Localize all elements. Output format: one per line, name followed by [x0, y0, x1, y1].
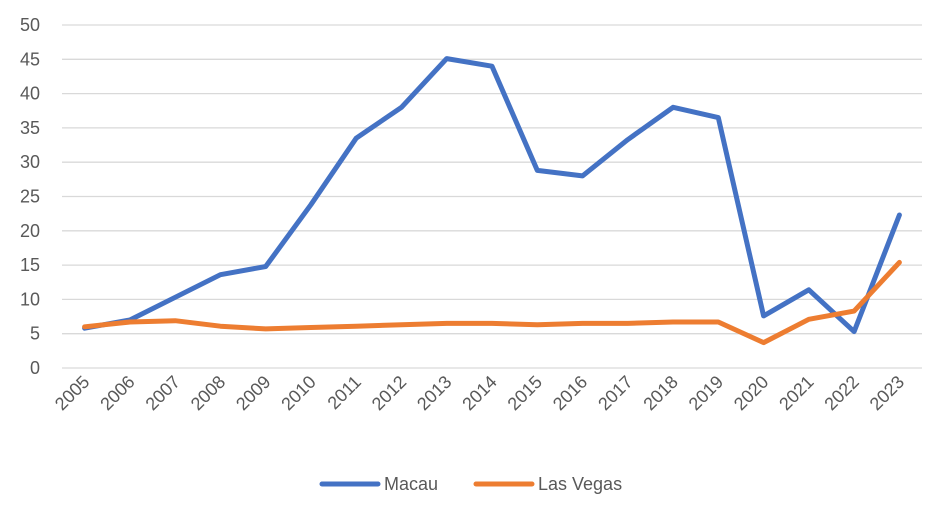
x-tick-label: 2014 — [458, 372, 500, 414]
x-tick-label: 2021 — [775, 372, 817, 414]
x-tick-label: 2016 — [549, 372, 591, 414]
x-tick-label: 2020 — [730, 372, 772, 414]
x-tick-label: 2005 — [51, 372, 93, 414]
x-tick-label: 2013 — [413, 372, 455, 414]
y-tick-label: 25 — [20, 187, 40, 207]
x-tick-label: 2012 — [368, 372, 410, 414]
gridlines — [62, 24, 922, 335]
y-tick-label: 45 — [20, 49, 40, 69]
x-tick-label: 2008 — [187, 372, 229, 414]
y-tick-label: 35 — [20, 118, 40, 138]
x-tick-label: 2018 — [639, 372, 681, 414]
x-tick-label: 2010 — [277, 372, 319, 414]
series-line-las-vegas — [82, 259, 902, 346]
y-tick-label: 50 — [20, 15, 40, 35]
x-tick-label: 2009 — [232, 372, 274, 414]
x-axis-tick-labels: 2005 2006 2007 2008 2009 2010 2011 2012 2013 2014… — [51, 372, 908, 414]
x-tick-label: 2017 — [594, 372, 636, 414]
legend-label-macau: Macau — [384, 474, 438, 494]
y-tick-label: 15 — [20, 255, 40, 275]
legend-label-las-vegas: Las Vegas — [538, 474, 622, 494]
y-tick-label: 10 — [20, 289, 40, 309]
y-tick-label: 0 — [30, 358, 40, 378]
x-tick-label: 2015 — [504, 372, 546, 414]
x-tick-label: 2022 — [820, 372, 862, 414]
series-line-macau — [82, 56, 902, 335]
x-tick-label: 2023 — [866, 372, 908, 414]
y-tick-label: 40 — [20, 84, 40, 104]
x-tick-label: 2007 — [142, 372, 184, 414]
x-tick-label: 2011 — [324, 372, 366, 414]
x-tick-label: 2006 — [96, 372, 138, 414]
y-axis-tick-labels: 0 5 10 15 20 25 30 35 40 45 50 — [20, 15, 40, 378]
y-tick-label: 5 — [30, 324, 40, 344]
y-tick-label: 20 — [20, 221, 40, 241]
y-tick-label: 30 — [20, 152, 40, 172]
series-lines — [82, 56, 902, 346]
legend: Macau Las Vegas — [319, 474, 622, 494]
x-tick-label: 2019 — [685, 372, 727, 414]
